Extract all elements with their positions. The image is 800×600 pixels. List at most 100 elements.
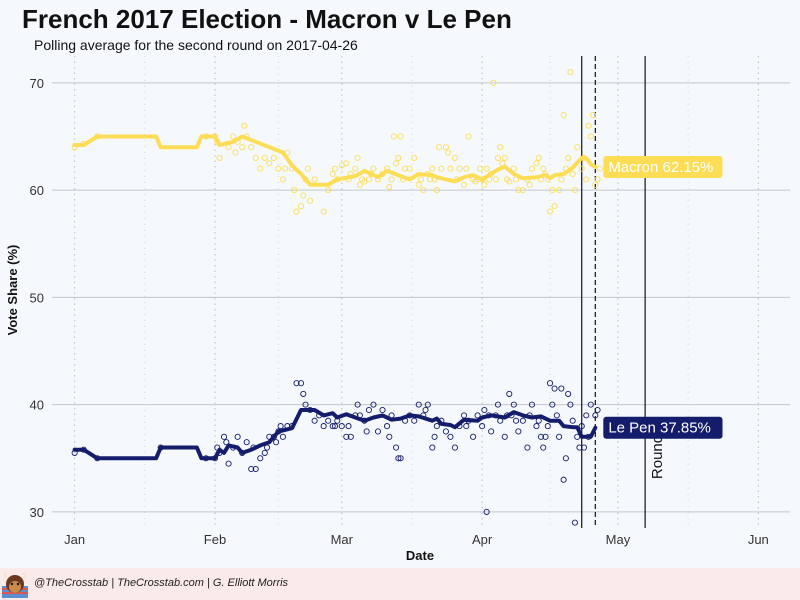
- macron-poll-point: [571, 187, 578, 194]
- macron-poll-point: [429, 165, 436, 172]
- y-tick-label: 60: [30, 183, 44, 198]
- macron-poll-point: [476, 165, 483, 172]
- le-pen-poll-point: [395, 455, 402, 462]
- le-pen-poll-point: [422, 406, 429, 414]
- y-tick-label: 50: [30, 290, 44, 305]
- macron-poll-point: [460, 181, 468, 188]
- x-tick-label: May: [606, 532, 631, 547]
- x-axis-title: Date: [406, 548, 434, 563]
- le-pen-end-label: Le Pen 37.85%: [608, 420, 711, 437]
- footer-bar: @TheCrosstab | TheCrosstab.com | G. Elli…: [0, 568, 800, 600]
- macron-poll-point: [329, 170, 336, 178]
- y-axis-title: Vote Share (%): [5, 245, 20, 336]
- macron-poll-point: [402, 165, 409, 172]
- le-pen-poll-point: [510, 401, 517, 408]
- macron-poll-point: [304, 165, 311, 172]
- le-pen-poll-point: [370, 401, 377, 408]
- le-pen-poll-point: [567, 401, 574, 408]
- macron-poll-point: [352, 165, 359, 172]
- macron-poll-point: [445, 149, 452, 156]
- macron-poll-point: [225, 144, 232, 151]
- le-pen-poll-point: [302, 401, 309, 408]
- le-pen-poll-point: [243, 439, 250, 446]
- macron-poll-point: [275, 165, 282, 172]
- le-pen-poll-point: [451, 444, 459, 451]
- macron-poll-point: [261, 154, 268, 161]
- macron-poll-point: [311, 176, 318, 183]
- macron-poll-point: [549, 187, 556, 194]
- macron-poll-point: [574, 144, 581, 151]
- macron-poll-point: [320, 208, 327, 215]
- macron-poll-point: [589, 111, 597, 119]
- macron-poll-point: [519, 187, 526, 194]
- macron-poll-point: [490, 79, 497, 86]
- macron-poll-point: [291, 187, 298, 194]
- x-tick-label: Mar: [331, 532, 354, 547]
- le-pen-poll-point: [365, 406, 372, 414]
- le-pen-poll-point: [393, 444, 400, 451]
- macron-poll-point: [540, 165, 547, 172]
- macron-poll-point: [248, 144, 255, 151]
- le-pen-poll-point: [329, 423, 336, 430]
- le-pen-poll-point: [553, 412, 560, 419]
- le-pen-poll-point: [513, 417, 520, 424]
- macron-poll-point: [592, 181, 599, 188]
- macron-poll-point: [567, 69, 574, 76]
- le-pen-poll-point: [220, 433, 228, 440]
- axis-layer: 30 40 50 60 70 Jan Feb Mar Apr May Jun: [30, 76, 769, 547]
- macron-poll-point: [442, 144, 449, 151]
- le-pen-poll-point: [560, 476, 567, 483]
- le-pen-poll-point: [470, 433, 477, 440]
- macron-poll-point: [282, 165, 289, 172]
- macron-poll-point: [565, 154, 572, 161]
- le-pen-poll-point: [580, 444, 588, 451]
- le-pen-poll-point: [386, 433, 393, 440]
- macron-poll-point: [417, 176, 425, 183]
- chart-subtitle: Polling average for the second round on …: [34, 37, 358, 53]
- x-tick-label: Jan: [64, 532, 85, 547]
- macron-poll-point: [578, 165, 585, 172]
- macron-poll-point: [465, 133, 472, 140]
- le-pen-poll-point: [442, 428, 449, 435]
- le-pen-poll-point: [234, 433, 241, 440]
- le-pen-poll-point: [519, 417, 526, 424]
- chart-title: French 2017 Election - Macron v Le Pen: [22, 4, 512, 34]
- le-pen-poll-point: [261, 449, 268, 456]
- le-pen-poll-point: [569, 417, 576, 424]
- macron-poll-point: [293, 208, 300, 215]
- le-pen-poll-point: [311, 417, 318, 424]
- macron-poll-point: [436, 144, 443, 151]
- macron-poll-point: [560, 111, 567, 119]
- le-pen-poll-point: [320, 423, 327, 430]
- macron-poll-point: [456, 165, 463, 172]
- macron-poll-point: [386, 183, 393, 190]
- macron-poll-point: [252, 154, 259, 161]
- macron-poll-point: [354, 154, 361, 161]
- macron-poll-point: [325, 187, 332, 194]
- macron-poll-point: [556, 187, 563, 194]
- le-pen-poll-point: [279, 433, 286, 440]
- x-tick-label: Feb: [204, 532, 226, 547]
- le-pen-poll-point: [481, 406, 488, 414]
- macron-poll-point: [528, 165, 535, 172]
- le-pen-poll-point: [488, 428, 495, 435]
- le-pen-poll-point: [354, 401, 361, 408]
- bison-logo-icon: [2, 572, 28, 598]
- macron-poll-point: [300, 192, 307, 199]
- macron-poll-point: [230, 133, 237, 140]
- macron-poll-point: [569, 170, 576, 178]
- macron-poll-point: [587, 133, 594, 140]
- le-pen-poll-point: [363, 428, 370, 435]
- macron-poll-point: [297, 203, 305, 210]
- macron-poll-point: [481, 181, 488, 188]
- macron-poll-point: [483, 165, 490, 172]
- le-pen-poll-point: [379, 406, 386, 414]
- le-pen-poll-point: [592, 412, 599, 419]
- y-tick-label: 40: [30, 398, 44, 413]
- macron-poll-point: [241, 122, 248, 129]
- le-pen-poll-point: [431, 433, 438, 440]
- macron-poll-point: [397, 133, 404, 140]
- macron-poll-point: [307, 197, 314, 204]
- macron-poll-point: [395, 154, 402, 161]
- le-pen-average-line: [72, 408, 598, 461]
